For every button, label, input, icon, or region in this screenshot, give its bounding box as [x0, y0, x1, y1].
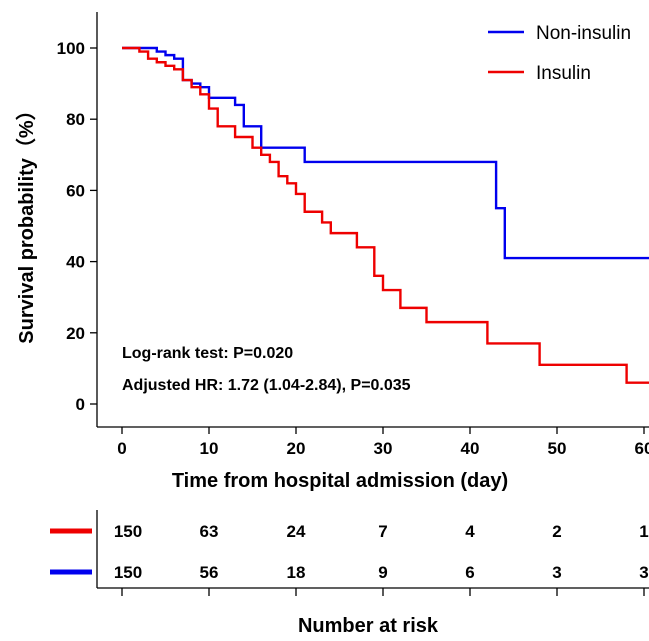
y-tick-label: 80: [66, 110, 85, 129]
risk-count: 9: [378, 563, 387, 582]
risk-count: 3: [552, 563, 561, 582]
curve-non-insulin: [122, 46, 649, 260]
risk-count: 56: [200, 563, 219, 582]
legend-label: Non-insulin: [536, 23, 631, 44]
survival-curves: [122, 46, 649, 384]
x-tick-label: 10: [200, 439, 219, 458]
x-tick-label: 30: [374, 439, 393, 458]
risk-count: 63: [200, 522, 219, 541]
y-tick-label: 100: [57, 39, 85, 58]
annotations: Log-rank test: P=0.020 Adjusted HR: 1.72 …: [122, 345, 411, 394]
legend-label: Insulin: [536, 63, 591, 84]
y-tick-label: 0: [76, 395, 85, 414]
x-axis-title: Time from hospital admission (day): [172, 470, 508, 492]
risk-count: 1: [639, 522, 648, 541]
risk-count: 2: [552, 522, 561, 541]
curve-insulin: [122, 46, 649, 384]
y-axis-title: Survival probability（%）: [15, 100, 38, 343]
risk-count: 24: [287, 522, 306, 541]
risk-count: 150: [114, 563, 142, 582]
x-tick-label: 40: [461, 439, 480, 458]
annotation-text: Log-rank test: P=0.020: [122, 345, 293, 362]
risk-count: 18: [287, 563, 306, 582]
x-tick-label: 20: [287, 439, 306, 458]
risk-count: 4: [465, 522, 475, 541]
y-tick-label: 60: [66, 181, 85, 200]
x-tick-label: 50: [548, 439, 567, 458]
x-tick-label: 0: [117, 439, 126, 458]
legend: Non-insulin Insulin: [488, 23, 631, 84]
risk-count: 7: [378, 522, 387, 541]
y-tick-label: 40: [66, 253, 85, 272]
risk-count: 6: [465, 563, 474, 582]
x-tick-label: 60: [635, 439, 649, 458]
risk-count: 3: [639, 563, 648, 582]
risk-table-title: Number at risk: [298, 615, 439, 637]
risk-count: 150: [114, 522, 142, 541]
axes: 0 20 40 60 80 100 0 10 20 30 40 50 60 Time from hospi…: [15, 12, 649, 492]
annotation-text: Adjusted HR: 1.72 (1.04-2.84), P=0.035: [122, 377, 411, 394]
y-tick-label: 20: [66, 324, 85, 343]
